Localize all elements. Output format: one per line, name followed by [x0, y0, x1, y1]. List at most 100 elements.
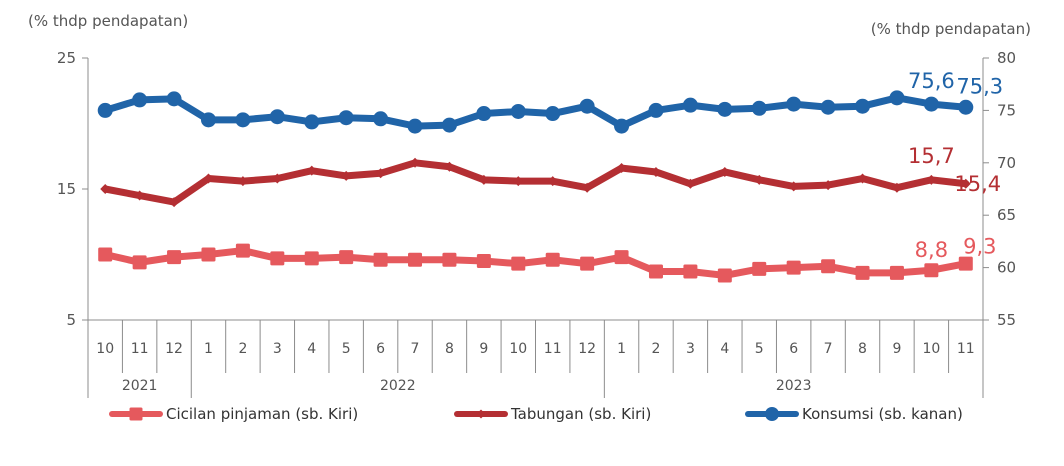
y-right-tick-label: 75 — [997, 101, 1016, 119]
data-point — [889, 265, 904, 280]
data-label: 15,4 — [954, 172, 1001, 196]
x-tick-label: 6 — [789, 341, 798, 357]
data-point — [754, 174, 765, 185]
data-point — [408, 252, 423, 267]
data-point — [821, 259, 836, 274]
data-point — [648, 264, 663, 279]
data-point — [341, 170, 352, 181]
series-layer — [97, 90, 974, 283]
data-point — [132, 92, 148, 108]
data-point — [889, 90, 905, 106]
data-point — [203, 173, 214, 184]
data-point — [958, 99, 974, 115]
x-tick-label: 10 — [96, 341, 114, 357]
x-tick-label: 4 — [307, 341, 316, 357]
data-point — [304, 251, 319, 266]
data-point — [650, 166, 661, 177]
x-tick-label: 2 — [238, 341, 247, 357]
y-left-tick-label: 5 — [66, 311, 76, 329]
data-point — [272, 173, 283, 184]
data-point — [820, 99, 836, 115]
data-point — [614, 118, 630, 134]
data-label: 75,6 — [908, 69, 955, 93]
data-point — [375, 168, 386, 179]
data-point — [717, 101, 733, 117]
data-point — [926, 174, 937, 185]
data-point — [786, 96, 802, 112]
left-axis-title: (% thdp pendapatan) — [28, 12, 188, 30]
data-point — [857, 173, 868, 184]
data-point — [958, 256, 973, 271]
data-point — [201, 247, 216, 262]
x-tick-label: 6 — [376, 341, 385, 357]
data-point — [476, 254, 491, 269]
legend-label: Cicilan pinjaman (sb. Kiri) — [166, 405, 358, 423]
x-tick-label: 9 — [892, 341, 901, 357]
legend-item: Konsumsi (sb. kanan) — [745, 405, 963, 423]
series-2 — [97, 90, 974, 134]
data-point — [579, 98, 595, 114]
data-point — [547, 176, 558, 187]
legend-swatch-marker — [765, 407, 779, 421]
data-point — [338, 110, 354, 126]
x-tick-label: 11 — [957, 341, 975, 357]
series-line — [101, 159, 970, 206]
data-point — [339, 250, 354, 265]
x-tick-label: 7 — [411, 341, 420, 357]
data-point — [855, 265, 870, 280]
x-tick-label: 11 — [131, 341, 149, 357]
x-tick-label: 2 — [652, 341, 661, 357]
data-point — [580, 256, 595, 271]
data-point — [648, 102, 664, 118]
data-point — [511, 256, 526, 271]
series-1 — [100, 157, 971, 208]
data-point — [441, 117, 457, 133]
x-tick-label: 3 — [686, 341, 695, 357]
y-right-tick-label: 55 — [997, 311, 1016, 329]
data-label: 9,3 — [963, 235, 996, 259]
data-point — [823, 180, 834, 191]
data-labels: 75,6 75,3 15,7 15,4 8,8 9,3 — [908, 69, 1003, 262]
x-tick-label: 1 — [617, 341, 626, 357]
legend-item: Tabungan (sb. Kiri) — [454, 405, 651, 423]
data-point — [476, 106, 492, 122]
data-point — [719, 166, 730, 177]
y-left-tick-label: 15 — [57, 180, 76, 198]
y-right-tick-label: 60 — [997, 259, 1016, 277]
data-point — [200, 112, 216, 128]
data-point — [444, 161, 455, 172]
x-tick-label: 12 — [578, 341, 596, 357]
data-point — [97, 102, 113, 118]
data-point — [100, 184, 111, 194]
data-point — [478, 174, 489, 185]
data-point — [166, 91, 182, 107]
data-point — [545, 252, 560, 267]
data-point — [923, 96, 939, 112]
data-point — [373, 111, 389, 127]
series-line — [101, 94, 970, 130]
x-tick-label: 1 — [204, 341, 213, 357]
data-point — [132, 255, 147, 270]
data-point — [924, 263, 939, 278]
data-point — [582, 182, 593, 193]
x-tick-label: 5 — [342, 341, 351, 357]
data-point — [960, 178, 971, 189]
data-point — [891, 182, 902, 193]
data-point — [442, 252, 457, 267]
x-year-label: 2023 — [776, 378, 812, 394]
series-line — [101, 247, 970, 279]
legend-swatch-marker — [476, 409, 486, 419]
data-point — [410, 157, 421, 168]
data-point — [237, 176, 248, 187]
data-point — [269, 109, 285, 125]
x-tick-label: 11 — [544, 341, 562, 357]
y-right-tick-label: 80 — [997, 49, 1016, 67]
right-axis-title: (% thdp pendapatan) — [871, 20, 1031, 38]
y-left-tick-label: 25 — [57, 49, 76, 67]
data-point — [513, 176, 524, 187]
data-point — [373, 252, 388, 267]
data-point — [235, 243, 250, 258]
data-point — [545, 106, 561, 122]
